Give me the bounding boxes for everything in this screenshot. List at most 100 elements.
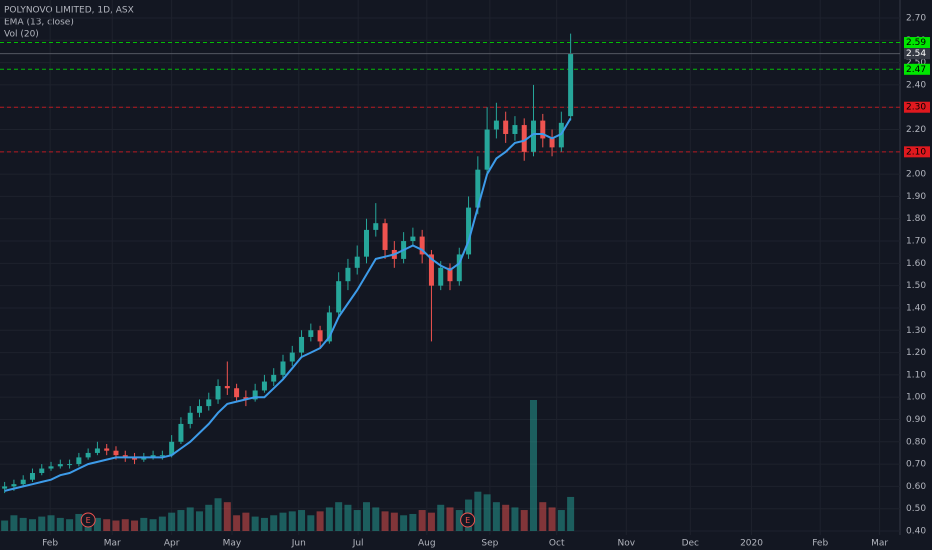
candle-body [531,120,537,152]
volume-legend: Vol (20) [4,30,39,40]
volume-bar [168,512,176,531]
y-tick-label: 0.90 [906,415,926,425]
candle-body [150,455,156,458]
volume-bar [437,504,445,531]
volume-bar [381,511,389,531]
volume-bar [19,517,27,531]
y-tick-label: 1.20 [906,348,926,358]
x-tick-label: Feb [42,539,58,549]
volume-bar [325,507,333,531]
volume-bar [520,510,528,531]
candle-body [57,464,63,467]
candle-body [234,388,240,398]
volume-bar [103,519,111,531]
chart-title: POLYNOVO LIMITED, 1D, ASX [4,6,134,16]
candle-body [456,254,462,282]
x-tick-label: Jun [291,539,306,549]
y-tick-label: 1.90 [906,192,926,202]
candle-body [132,457,138,460]
candle-body [196,406,202,413]
level-tag-label: 2.10 [906,147,926,157]
candle-body [428,254,434,286]
volume-bar [205,504,213,531]
last-price-label: 2.54 [906,49,926,59]
x-tick-label: May [223,539,242,549]
candle-body [568,53,574,117]
candle-body [373,223,379,230]
x-tick-label: Mar [871,539,888,549]
volume-bar [260,517,268,531]
candle-body [169,441,175,456]
candle-body [484,129,490,170]
candle-body [438,267,444,286]
volume-bar [530,400,538,531]
candle-body [104,448,110,451]
level-tag [904,63,930,75]
volume-bar [177,510,185,531]
x-tick-label: Oct [549,539,565,549]
volume-bar [400,515,408,531]
candle-body [2,486,8,489]
x-tick-label: Sep [481,539,498,549]
x-tick-label: 2020 [740,539,763,549]
candle-body [67,464,73,466]
volume-bar [567,496,575,531]
candle-body [113,450,119,456]
y-tick-label: 1.80 [906,214,926,224]
candle-body [261,381,267,391]
volume-bar [195,511,203,531]
volume-bar [186,507,194,531]
volume-bar [372,507,380,531]
volume-bar [362,502,370,531]
candle-body [419,236,425,255]
candle-body [29,473,35,480]
candle-body [215,386,221,400]
y-tick-label: 0.70 [906,460,926,470]
candle-body [289,352,295,362]
candle-body [447,267,453,282]
candle-body [252,390,258,400]
candle-body [224,386,230,389]
volume-bar [539,502,547,531]
candle-body [76,457,82,465]
volume-bar [335,502,343,531]
volume-bar [307,515,315,531]
candle-body [549,138,555,148]
candle-body [410,236,416,242]
candle-body [512,125,518,134]
candle-body [39,468,45,474]
volume-bar [233,515,241,531]
level-tag [904,146,930,158]
y-tick-label: 0.40 [906,527,926,537]
volume-bar [474,491,482,531]
candle-body [85,452,91,458]
candle-body [493,120,499,130]
volume-bar [409,513,417,531]
y-tick-label: 1.60 [906,259,926,269]
volume-bar [279,512,287,531]
candle-body [94,448,100,453]
volume-bar [548,507,556,531]
volume-bar [140,517,148,531]
volume-bar [242,512,250,531]
volume-bar [418,510,426,531]
x-tick-label: Aug [418,539,436,549]
candle-body [141,457,147,460]
y-tick-label: 1.50 [906,281,926,291]
volume-bar [316,511,324,531]
candle-body [308,330,314,337]
y-tick-label: 1.70 [906,237,926,247]
candle-body [363,229,369,257]
candle-body [345,267,351,282]
volume-bar [75,513,83,531]
candle-body [48,466,54,469]
volume-bar [28,519,36,531]
volume-bar [112,520,120,531]
volume-bar [353,510,361,531]
candle-body [382,223,388,250]
level-tag-label: 2.30 [906,103,926,113]
volume-bar [214,498,222,531]
volume-bar [251,516,259,531]
ema-line [4,117,572,492]
